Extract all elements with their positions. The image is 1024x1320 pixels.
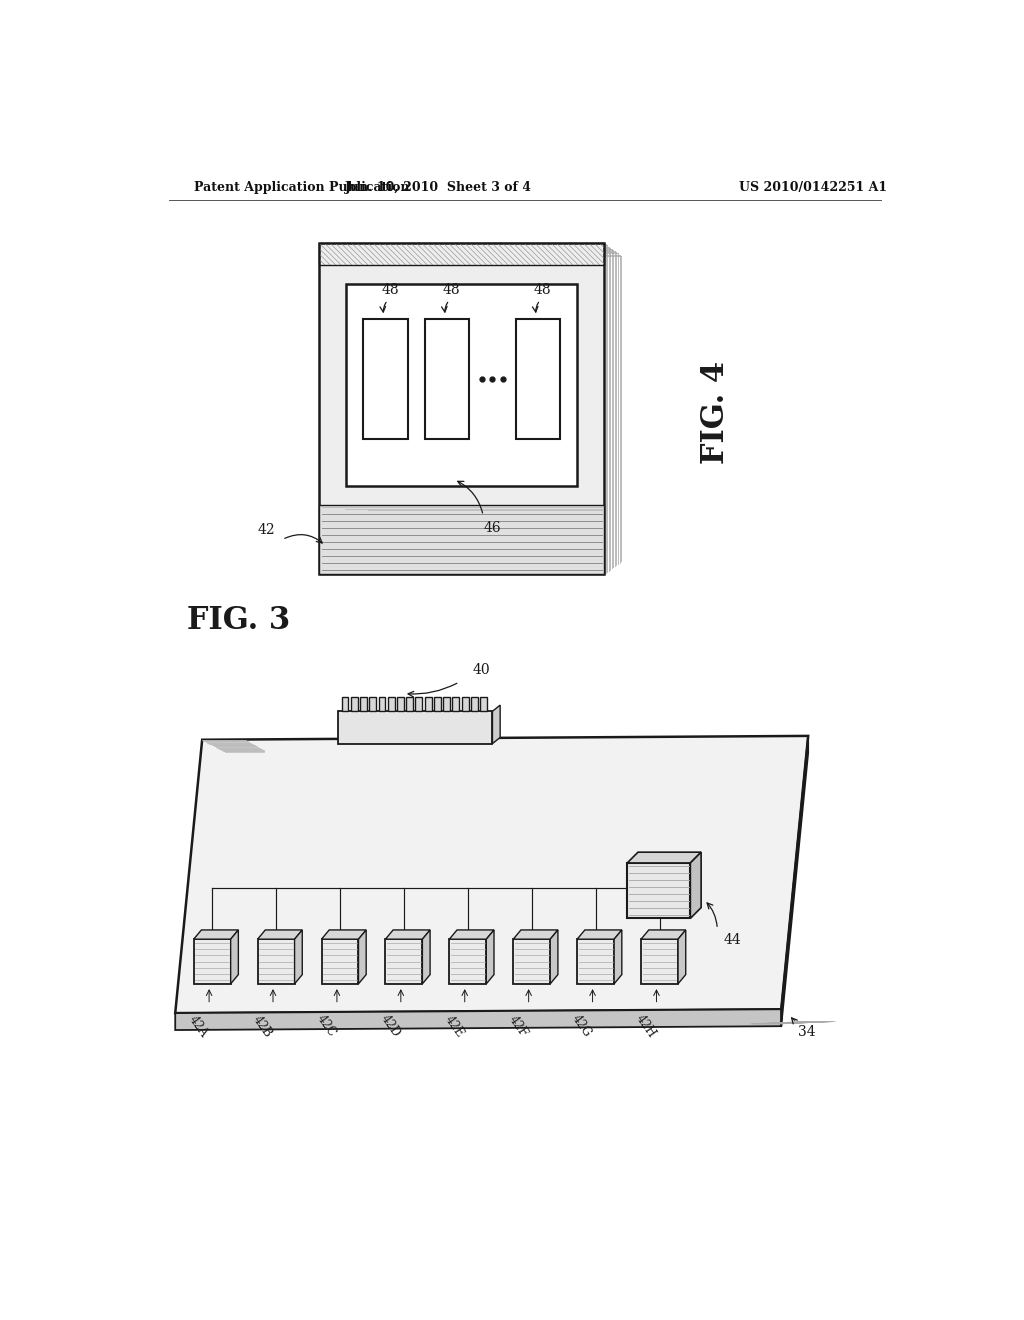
Bar <box>443 697 451 711</box>
Bar <box>407 697 413 711</box>
Bar <box>425 697 432 711</box>
Polygon shape <box>385 929 430 940</box>
Polygon shape <box>690 853 701 919</box>
Polygon shape <box>322 929 367 940</box>
Polygon shape <box>486 929 494 983</box>
Bar <box>360 697 367 711</box>
Polygon shape <box>175 1010 781 1030</box>
Text: 44: 44 <box>724 933 741 946</box>
Text: 42A: 42A <box>186 1012 210 1039</box>
Text: 48: 48 <box>381 282 399 297</box>
Text: FIG. 3: FIG. 3 <box>186 605 290 636</box>
Polygon shape <box>175 737 808 1014</box>
Polygon shape <box>358 929 367 983</box>
Text: 42B: 42B <box>250 1012 274 1040</box>
Bar <box>322 940 358 983</box>
Text: 42D: 42D <box>378 1012 402 1040</box>
Text: FIG. 4: FIG. 4 <box>700 360 731 465</box>
Bar <box>379 697 385 711</box>
Text: Jun. 10, 2010  Sheet 3 of 4: Jun. 10, 2010 Sheet 3 of 4 <box>345 181 532 194</box>
Text: 40: 40 <box>472 664 489 677</box>
Bar <box>370 697 376 711</box>
Bar <box>416 697 422 711</box>
Bar <box>515 319 560 438</box>
Text: US 2010/0142251 A1: US 2010/0142251 A1 <box>739 181 887 194</box>
Bar <box>480 697 487 711</box>
Bar <box>385 940 422 983</box>
Text: 42C: 42C <box>314 1012 338 1040</box>
Bar <box>434 697 441 711</box>
Polygon shape <box>295 929 302 983</box>
Bar <box>258 940 295 983</box>
Polygon shape <box>628 853 701 863</box>
Bar <box>471 697 478 711</box>
Text: 42G: 42G <box>569 1012 594 1040</box>
Text: 42: 42 <box>258 523 275 537</box>
Bar <box>339 711 493 743</box>
Bar <box>462 697 469 711</box>
Bar <box>578 940 614 983</box>
Text: 42F: 42F <box>506 1012 529 1039</box>
Bar <box>351 697 357 711</box>
Polygon shape <box>422 929 430 983</box>
Polygon shape <box>641 929 686 940</box>
Polygon shape <box>550 929 558 983</box>
Polygon shape <box>450 929 494 940</box>
Text: 48: 48 <box>534 282 551 297</box>
Bar <box>194 940 230 983</box>
Bar <box>364 319 408 438</box>
Polygon shape <box>781 737 808 1026</box>
Text: 46: 46 <box>483 521 502 535</box>
Bar <box>319 243 604 574</box>
Bar <box>397 697 403 711</box>
Bar <box>342 697 348 711</box>
Bar <box>319 506 604 574</box>
Bar <box>450 940 486 983</box>
Bar <box>425 319 469 438</box>
Text: Patent Application Publication: Patent Application Publication <box>194 181 410 194</box>
Bar <box>453 697 460 711</box>
Text: 42E: 42E <box>442 1012 466 1040</box>
Bar <box>641 940 678 983</box>
Text: 42H: 42H <box>633 1012 658 1040</box>
Bar <box>513 940 550 983</box>
Text: 48: 48 <box>442 282 461 297</box>
Polygon shape <box>678 929 686 983</box>
Bar <box>388 697 394 711</box>
Bar <box>346 284 578 486</box>
Polygon shape <box>194 929 239 940</box>
Polygon shape <box>513 929 558 940</box>
Polygon shape <box>614 929 622 983</box>
Text: 34: 34 <box>798 1026 815 1039</box>
Bar <box>628 863 690 919</box>
Polygon shape <box>493 705 500 743</box>
Polygon shape <box>258 929 302 940</box>
Polygon shape <box>578 929 622 940</box>
Polygon shape <box>230 929 239 983</box>
Bar <box>319 243 604 264</box>
